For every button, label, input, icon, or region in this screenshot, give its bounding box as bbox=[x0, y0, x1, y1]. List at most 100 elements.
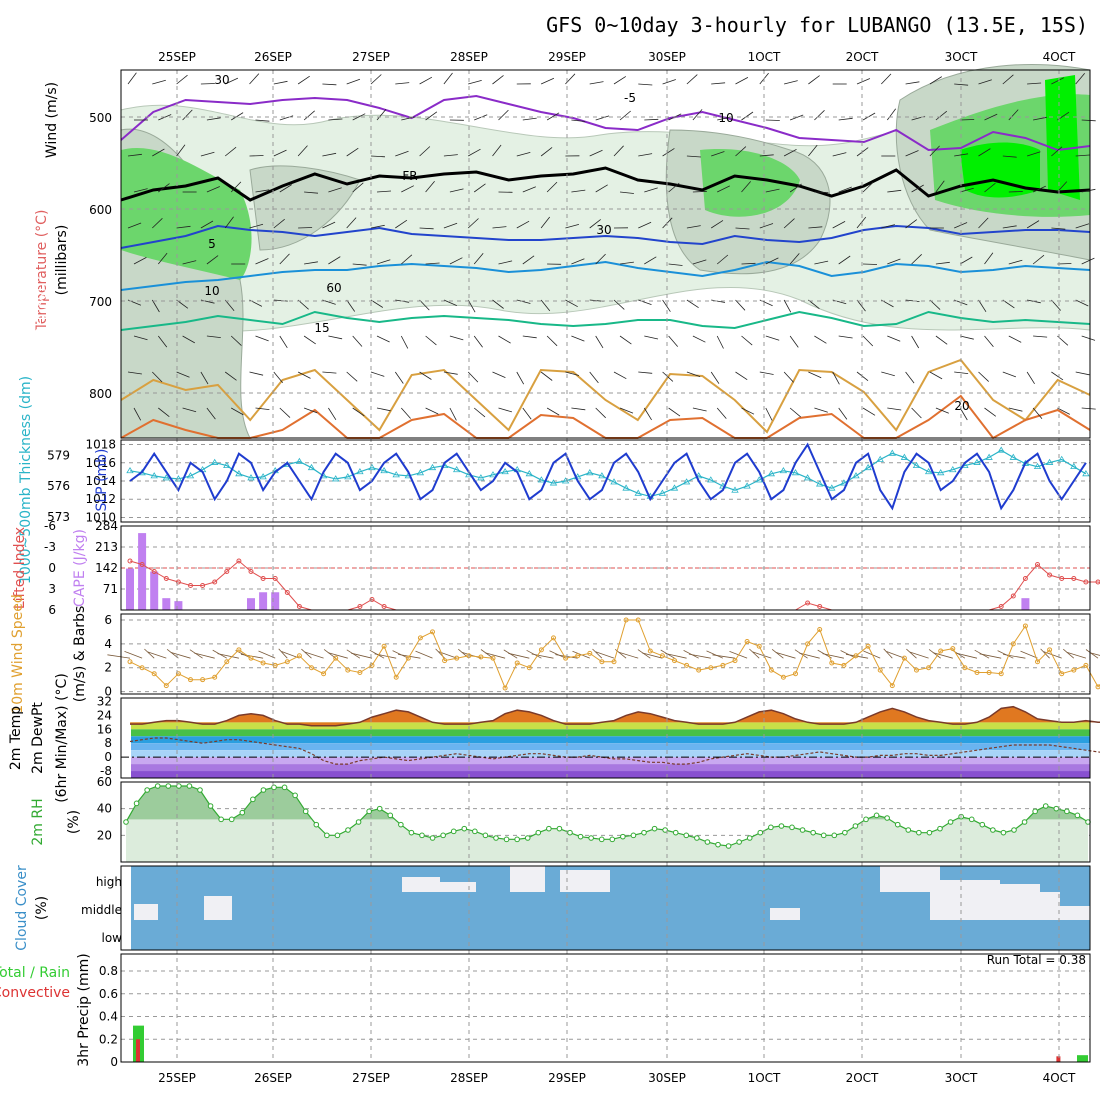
wind-speed-marker bbox=[139, 665, 145, 671]
wind-barb bbox=[468, 80, 482, 85]
wind-barb bbox=[1075, 154, 1090, 157]
wind-barb bbox=[571, 407, 586, 411]
thickness-marker bbox=[682, 478, 691, 485]
temperature-band bbox=[131, 743, 1090, 751]
isotherm-25 bbox=[120, 394, 1091, 440]
surface-wind-barb bbox=[592, 648, 603, 659]
surface-wind-barb bbox=[665, 653, 687, 659]
wind-barb bbox=[692, 190, 707, 193]
wind-barb bbox=[1002, 371, 1017, 378]
lifted-index-marker bbox=[139, 562, 145, 567]
wind-speed-marker bbox=[393, 674, 399, 680]
wind-barb bbox=[279, 335, 288, 349]
thickness-marker bbox=[186, 472, 195, 479]
wind-barb bbox=[352, 182, 364, 193]
wind-barb bbox=[255, 407, 270, 410]
wind-barb bbox=[765, 188, 780, 193]
wind-barb bbox=[935, 335, 948, 345]
li-tick-2: 0 bbox=[48, 561, 56, 575]
wind-barb bbox=[473, 183, 486, 193]
panel-frame-4 bbox=[120, 697, 1091, 779]
wind-barb bbox=[231, 407, 244, 416]
wind-barb bbox=[619, 110, 631, 121]
temperature-band bbox=[131, 764, 1090, 772]
surface-wind-barb bbox=[461, 651, 482, 659]
date-label-top-2: 27SEP bbox=[352, 50, 390, 64]
rh2m-marker bbox=[683, 832, 690, 839]
wind-barb bbox=[905, 81, 920, 85]
cape-bar bbox=[126, 568, 134, 610]
wind-speed-marker bbox=[1059, 671, 1065, 677]
wind-barb bbox=[273, 218, 285, 229]
rh2m-marker bbox=[302, 808, 309, 815]
wind-barb bbox=[984, 182, 996, 193]
rh-green-area-left bbox=[121, 148, 252, 280]
rh-bright-area-5 bbox=[1045, 75, 1080, 200]
wind-barb bbox=[376, 190, 392, 193]
wind-barb bbox=[741, 262, 756, 265]
lifted-index-marker bbox=[151, 569, 157, 574]
wind-barb bbox=[1051, 146, 1063, 157]
cloud-fill bbox=[402, 877, 440, 892]
wind-barb bbox=[644, 335, 659, 340]
isotherm-freezing bbox=[120, 166, 1091, 202]
wind-barb bbox=[443, 154, 458, 157]
wind-speed-marker bbox=[575, 653, 581, 659]
wind-barb bbox=[692, 407, 707, 412]
wind-barb bbox=[352, 263, 367, 266]
wind-barb bbox=[346, 371, 358, 382]
wind-barb bbox=[710, 220, 724, 229]
wind-barb bbox=[249, 155, 264, 157]
cape-bar bbox=[162, 598, 171, 610]
cape-bar bbox=[1021, 598, 1030, 610]
wind-barb bbox=[498, 260, 513, 265]
rh2m-marker bbox=[218, 816, 224, 823]
wind-barb bbox=[759, 223, 774, 229]
wind-speed-line bbox=[129, 619, 1100, 690]
wind-speed-marker bbox=[151, 671, 157, 677]
date-label-top-6: 1OCT bbox=[748, 50, 781, 64]
lifted-index-marker bbox=[272, 576, 278, 581]
wind-barb bbox=[644, 187, 658, 193]
temp-ytick-1: 24 bbox=[97, 708, 112, 722]
lifted-index-marker bbox=[188, 583, 193, 588]
surface-wind-barb bbox=[775, 652, 796, 659]
slp-tick-3: 1012 bbox=[85, 492, 116, 506]
date-label-top-4: 29SEP bbox=[548, 50, 586, 64]
wind-barb bbox=[1002, 74, 1014, 85]
thickness-marker bbox=[380, 466, 388, 474]
thickness-marker bbox=[743, 482, 751, 489]
rh2m-marker bbox=[165, 783, 172, 789]
temp-ytick-3: 8 bbox=[104, 736, 112, 750]
wind-barb bbox=[929, 371, 943, 380]
rh2m-marker bbox=[450, 828, 457, 835]
wind-speed-marker bbox=[454, 655, 460, 661]
wind-barb bbox=[474, 114, 488, 121]
wind-barb bbox=[206, 335, 221, 338]
upper-air-ytick-0: 500 bbox=[89, 111, 112, 125]
wind-speed-marker bbox=[1010, 641, 1016, 647]
rh2m-marker bbox=[366, 808, 372, 815]
rh2m-marker bbox=[588, 835, 594, 841]
thickness-marker bbox=[828, 484, 836, 491]
rh-ytick-1: 40 bbox=[97, 802, 112, 816]
thickness-marker bbox=[610, 478, 618, 485]
thickness-marker bbox=[489, 471, 497, 478]
wind-barb bbox=[1075, 223, 1090, 229]
thickness-marker bbox=[924, 467, 933, 475]
date-label-bottom-3: 28SEP bbox=[450, 1071, 488, 1085]
ylabel-barbs: (m/s) & Barbs bbox=[72, 606, 88, 703]
wind-barb bbox=[935, 180, 945, 193]
wind-speed-marker bbox=[901, 655, 907, 661]
surface-wind-barb bbox=[351, 652, 373, 659]
wind-speed-marker bbox=[732, 658, 738, 664]
rh2m-marker bbox=[281, 784, 288, 791]
wind-barb bbox=[522, 186, 536, 193]
rh-green-area-3 bbox=[700, 149, 800, 217]
wind-barb bbox=[784, 80, 798, 85]
wind-speed-marker bbox=[514, 660, 520, 666]
ylabel-lifted-index: Lifted Index bbox=[12, 527, 28, 609]
cape-bar bbox=[150, 571, 159, 610]
thickness-marker bbox=[247, 474, 255, 481]
wind-barb bbox=[224, 146, 237, 157]
